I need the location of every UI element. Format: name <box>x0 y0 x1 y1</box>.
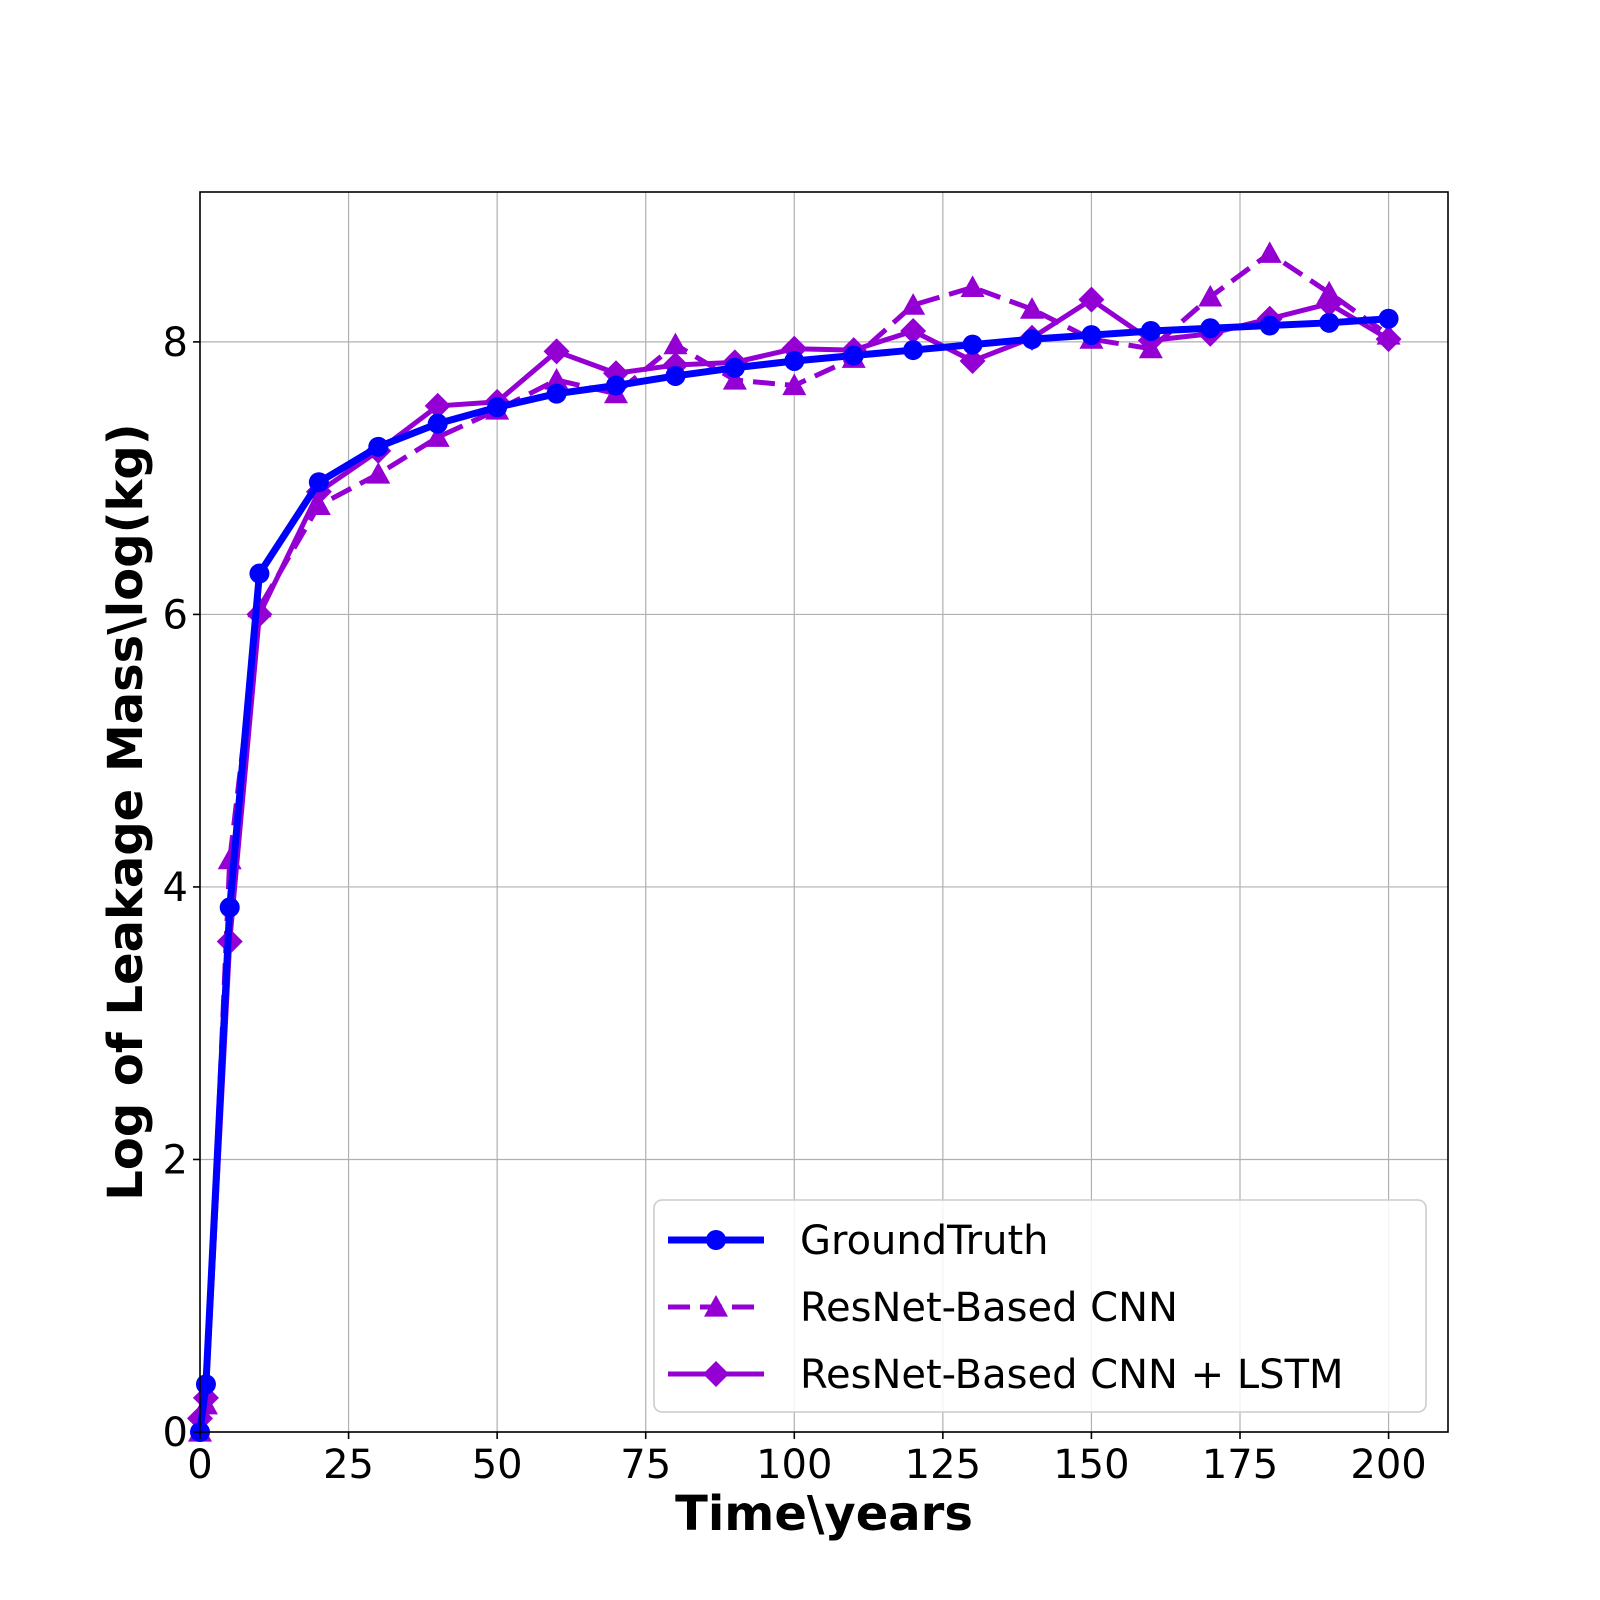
plot-frame <box>199 191 1449 1433</box>
x-axis-label: Time\years <box>675 1486 973 1542</box>
x-tick-label: 125 <box>905 1442 981 1488</box>
data-point <box>1259 315 1280 336</box>
legend-item-2: ResNet-Based CNN <box>668 1285 1178 1331</box>
axis-ticks: 0 25 50 75 100 125 150 175 200 0 2 4 6 8 <box>163 320 1427 1488</box>
data-point <box>959 347 986 374</box>
data-point <box>782 373 807 396</box>
y-tick-label: 6 <box>163 592 188 638</box>
data-point <box>903 340 924 361</box>
data-point <box>1376 323 1401 345</box>
data-point <box>900 317 927 344</box>
data-point <box>665 365 686 386</box>
x-tick-label: 100 <box>756 1442 832 1488</box>
data-point <box>1198 284 1223 307</box>
data-point <box>424 392 451 419</box>
data-point <box>1319 312 1340 333</box>
data-point <box>784 350 805 371</box>
data-point <box>249 563 270 584</box>
data-point <box>843 345 864 366</box>
data-point <box>1081 325 1102 346</box>
data-point <box>366 462 391 484</box>
data-point <box>901 293 926 315</box>
data-point <box>425 425 450 447</box>
data-point <box>1257 241 1282 263</box>
x-tick-label: 50 <box>472 1442 523 1488</box>
legend-item-1: GroundTruth <box>668 1218 1049 1264</box>
data-point <box>487 397 508 418</box>
data-point <box>1138 336 1163 359</box>
legend-item-3: ResNet-Based CNN + LSTM <box>668 1352 1344 1398</box>
y-tick-label: 8 <box>163 320 188 366</box>
data-point <box>663 332 688 355</box>
series-layer <box>187 241 1402 1442</box>
data-point <box>962 334 983 355</box>
data-point <box>546 383 567 404</box>
x-tick-label: 0 <box>187 1442 212 1488</box>
data-point <box>1378 308 1399 329</box>
data-point <box>722 368 747 390</box>
data-point <box>1022 329 1042 350</box>
data-point <box>1140 320 1161 341</box>
y-axis-label: Log of Leakage Mass\log(kg) <box>98 423 154 1200</box>
data-point <box>1078 286 1105 313</box>
data-point <box>427 413 448 434</box>
legend-label: GroundTruth <box>800 1218 1049 1264</box>
data-point <box>1317 280 1342 303</box>
y-tick-label: 0 <box>163 1410 188 1456</box>
legend-box <box>653 1199 1427 1413</box>
data-point <box>1200 318 1221 339</box>
x-tick-label: 200 <box>1350 1442 1426 1488</box>
legend-label: ResNet-Based CNN + LSTM <box>800 1352 1344 1398</box>
x-tick-label: 75 <box>620 1442 671 1488</box>
legend-marker <box>703 1361 729 1387</box>
data-point <box>195 1374 216 1395</box>
data-point <box>308 472 329 493</box>
x-tick-label: 25 <box>323 1442 374 1488</box>
legend: GroundTruth ResNet-Based CNN ResNet-Based … <box>653 1199 1427 1413</box>
legend-marker <box>704 1295 728 1317</box>
series-1 <box>190 308 1399 1442</box>
x-tick-label: 175 <box>1202 1442 1278 1488</box>
x-tick-label: 150 <box>1053 1442 1129 1488</box>
legend-label: ResNet-Based CNN <box>800 1285 1178 1331</box>
data-point <box>543 338 570 365</box>
data-point <box>1020 297 1044 319</box>
data-point <box>306 493 331 516</box>
data-point <box>219 897 240 918</box>
data-point <box>606 375 626 396</box>
data-point <box>960 275 985 297</box>
data-point <box>368 436 389 457</box>
y-tick-label: 4 <box>163 865 188 911</box>
legend-marker <box>706 1230 726 1250</box>
data-point <box>544 368 569 390</box>
data-point <box>724 357 745 378</box>
y-tick-label: 2 <box>163 1137 188 1183</box>
